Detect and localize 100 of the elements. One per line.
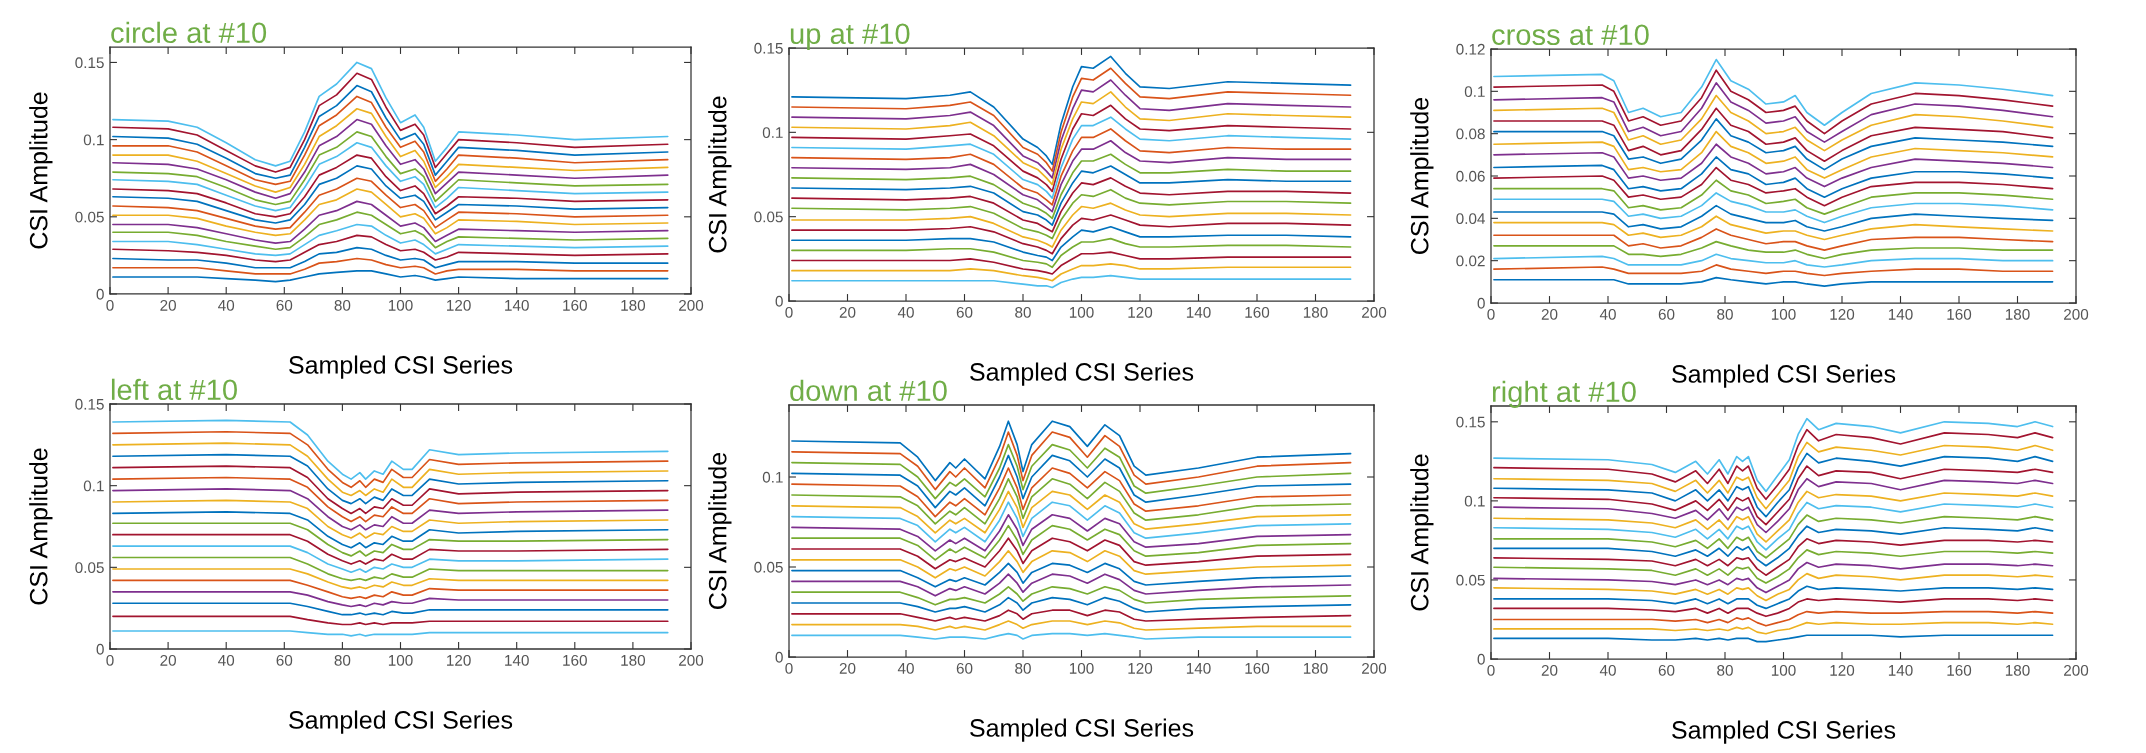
line-series [1493, 417, 2054, 493]
line-series [791, 467, 1352, 518]
y-tick-label: 0 [96, 288, 104, 300]
y-tick-label: 0.15 [75, 398, 104, 410]
y-tick-label: 0.04 [1456, 213, 1485, 225]
x-axis-title: Sampled CSI Series [1672, 720, 1896, 744]
y-tick-label: 0.1 [1464, 86, 1485, 98]
line-series [112, 154, 669, 218]
line-series [112, 476, 669, 523]
y-axis-title: CSI Amplitude [708, 452, 732, 609]
line-series [791, 501, 1352, 543]
x-tick-label: 200 [679, 654, 704, 666]
line-series [791, 116, 1352, 199]
line-series [791, 562, 1352, 588]
line-series [1493, 253, 2054, 268]
x-tick-label: 20 [839, 662, 856, 674]
line-series [112, 72, 669, 173]
line-series [791, 524, 1352, 561]
line-series [791, 55, 1352, 166]
line-series [791, 128, 1352, 206]
x-tick-label: 80 [334, 654, 351, 666]
line-series [112, 188, 669, 237]
x-tick-label: 120 [447, 654, 471, 666]
line-series [112, 579, 669, 600]
y-tick-label: 0.05 [75, 211, 104, 223]
line-series [791, 513, 1352, 552]
line-series [1493, 572, 2054, 602]
x-tick-label: 140 [1888, 664, 1913, 676]
x-tick-label: 120 [1830, 664, 1855, 676]
line-series [112, 442, 669, 497]
y-tick-label: 0.15 [1456, 416, 1485, 428]
x-tick-label: 80 [1015, 306, 1031, 318]
line-series [1493, 490, 2054, 543]
y-tick-label: 0.08 [1456, 128, 1485, 140]
line-series [112, 615, 669, 626]
x-tick-label: 140 [505, 654, 529, 666]
y-tick-label: 0.02 [1456, 255, 1485, 267]
x-tick-label: 100 [1771, 664, 1796, 676]
line-series [112, 488, 669, 531]
line-series [112, 465, 669, 515]
line-series [1493, 441, 2054, 510]
line-series [1493, 276, 2054, 287]
x-tick-label: 0 [1487, 308, 1495, 320]
line-series [1493, 143, 2054, 188]
chart-title: right at #10 [1492, 380, 1636, 408]
x-tick-label: 160 [1245, 306, 1270, 318]
chart-title: down at #10 [790, 379, 947, 402]
y-axis-title: CSI Amplitude [1410, 97, 1434, 254]
x-tick-label: 200 [1362, 306, 1387, 318]
line-series [791, 79, 1352, 179]
x-tick-label: 200 [679, 299, 704, 311]
line-series [791, 573, 1352, 597]
line-series [791, 596, 1352, 613]
line-series [791, 620, 1352, 631]
x-tick-label: 0 [1487, 664, 1495, 676]
x-tick-label: 180 [1303, 306, 1328, 318]
line-series [1493, 514, 2054, 559]
line-series [791, 177, 1352, 233]
line-series [1493, 58, 2054, 127]
y-tick-label: 0.1 [83, 134, 104, 146]
line-series [112, 522, 669, 557]
line-series [112, 107, 669, 193]
y-tick-label: 0.05 [754, 211, 783, 223]
line-series [1493, 228, 2054, 251]
line-series [791, 251, 1352, 275]
line-series [112, 568, 669, 590]
line-series [791, 91, 1352, 186]
x-tick-label: 60 [1658, 664, 1675, 676]
x-tick-label: 120 [1128, 306, 1153, 318]
x-tick-label: 60 [956, 662, 973, 674]
line-series [791, 477, 1352, 525]
line-series [112, 61, 669, 167]
y-tick-label: 0.05 [1456, 574, 1485, 586]
y-tick-label: 0.05 [75, 562, 104, 574]
x-tick-label: 160 [1947, 664, 1972, 676]
x-tick-label: 200 [2064, 308, 2089, 320]
y-axis-title: CSI Amplitude [29, 92, 53, 249]
line-series [112, 84, 669, 180]
x-tick-label: 100 [1771, 308, 1796, 320]
y-tick-label: 0 [96, 643, 104, 655]
line-series [112, 118, 669, 200]
line-series [791, 609, 1352, 622]
line-series [112, 430, 669, 489]
chart-title: up at #10 [790, 23, 910, 50]
x-tick-label: 200 [1362, 662, 1387, 674]
y-tick-label: 0.15 [75, 57, 104, 69]
line-series [791, 104, 1352, 193]
line-series [1493, 166, 2054, 207]
y-axis-title: CSI Amplitude [29, 448, 53, 605]
line-series [1493, 215, 2054, 241]
x-tick-label: 0 [785, 662, 793, 674]
line-series [112, 211, 669, 251]
line-series [112, 141, 669, 212]
line-series [1493, 501, 2054, 551]
line-series [112, 165, 669, 224]
line-series [112, 556, 669, 582]
x-tick-label: 160 [1947, 308, 1972, 320]
line-series [791, 585, 1352, 606]
x-tick-label: 20 [839, 306, 856, 318]
line-series [112, 177, 669, 230]
